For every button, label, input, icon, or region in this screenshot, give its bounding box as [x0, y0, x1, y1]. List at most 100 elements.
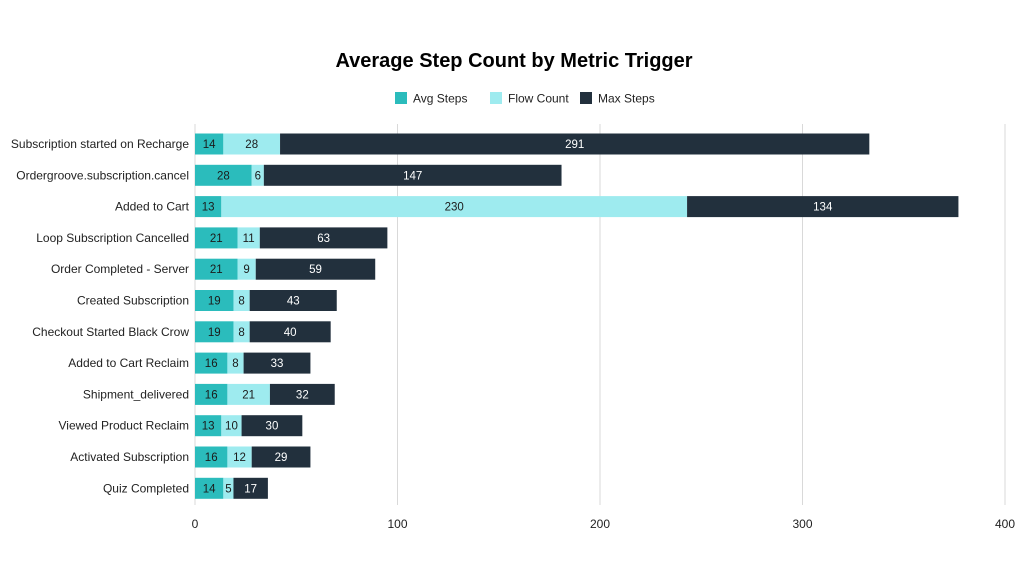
- legend-item-avg-steps: Avg Steps: [395, 92, 467, 106]
- bar-flow-count-subscription-started-on-recharge: [223, 133, 281, 155]
- category-label: Subscription started on Recharge: [11, 137, 189, 151]
- bar-flow-count-activated-subscription: [227, 446, 252, 468]
- category-label: Loop Subscription Cancelled: [36, 231, 189, 245]
- bar-avg-steps-added-to-cart-reclaim: [195, 352, 228, 374]
- data-label-max-steps: 59: [309, 264, 322, 276]
- category-label: Viewed Product Reclaim: [58, 419, 189, 433]
- data-label-max-steps: 17: [244, 483, 257, 495]
- bar-flow-count-added-to-cart: [221, 196, 688, 218]
- data-label-avg-steps: 21: [210, 233, 223, 245]
- legend-item-flow-count: Flow Count: [490, 92, 569, 106]
- data-label-avg-steps: 19: [208, 296, 221, 308]
- gridlines: [194, 124, 1006, 505]
- bar-max-steps-added-to-cart: [687, 196, 959, 218]
- bar-flow-count-checkout-started-black-crow: [233, 321, 250, 343]
- data-label-avg-steps: 14: [203, 483, 216, 495]
- data-label-max-steps: 33: [271, 358, 284, 370]
- bar-max-steps-shipment-delivered: [269, 383, 335, 405]
- data-label-max-steps: 32: [296, 389, 309, 401]
- data-label-flow-count: 28: [245, 139, 258, 151]
- bar-max-steps-ordergroove-subscription-cancel: [263, 164, 562, 186]
- data-label-flow-count: 8: [238, 296, 244, 308]
- x-tick-label: 400: [995, 517, 1015, 531]
- x-tick-label: 0: [192, 517, 199, 531]
- category-label: Order Completed - Server: [51, 262, 189, 276]
- bar-max-steps-subscription-started-on-recharge: [280, 133, 870, 155]
- bar-flow-count-added-to-cart-reclaim: [227, 352, 244, 374]
- legend-swatch: [580, 92, 592, 104]
- category-label: Created Subscription: [77, 294, 189, 308]
- data-label-max-steps: 29: [275, 452, 288, 464]
- category-label: Quiz Completed: [103, 481, 189, 495]
- data-label-max-steps: 63: [317, 233, 330, 245]
- data-label-flow-count: 10: [225, 421, 238, 433]
- data-label-flow-count: 8: [238, 327, 244, 339]
- bar-flow-count-created-subscription: [233, 290, 250, 311]
- x-tick-label: 300: [792, 517, 812, 531]
- bar-avg-steps-ordergroove-subscription-cancel: [195, 164, 252, 186]
- data-label-max-steps: 291: [565, 139, 584, 151]
- bar-max-steps-created-subscription: [249, 290, 337, 311]
- category-label: Ordergroove.subscription.cancel: [16, 168, 189, 182]
- bar-avg-steps-shipment-delivered: [195, 383, 228, 405]
- x-axis: 0 100 200 300 400: [192, 517, 1016, 531]
- legend-swatch: [395, 92, 407, 104]
- bar-flow-count-ordergroove-subscription-cancel: [251, 164, 264, 186]
- bar-avg-steps-quiz-completed: [195, 477, 224, 499]
- data-label-max-steps: 134: [813, 202, 833, 214]
- x-tick-label: 100: [387, 517, 407, 531]
- bar-flow-count-shipment-delivered: [227, 383, 270, 405]
- bar-max-steps-quiz-completed: [233, 477, 268, 499]
- chart-title: Average Step Count by Metric Trigger: [335, 50, 692, 72]
- bar-max-steps-activated-subscription: [251, 446, 311, 468]
- data-label-max-steps: 43: [287, 296, 300, 308]
- data-label-flow-count: 6: [255, 170, 261, 182]
- data-label-flow-count: 8: [232, 358, 238, 370]
- bar-avg-steps-added-to-cart: [195, 196, 222, 218]
- bar-flow-count-viewed-product-reclaim: [221, 415, 242, 437]
- legend-label: Flow Count: [508, 92, 569, 106]
- data-label-avg-steps: 13: [202, 421, 215, 433]
- legend-label: Max Steps: [598, 92, 655, 106]
- data-label-flow-count: 230: [445, 202, 464, 214]
- legend: Avg Steps Flow Count Max Steps: [395, 92, 655, 106]
- data-label-avg-steps: 16: [205, 389, 218, 401]
- bar-avg-steps-activated-subscription: [195, 446, 228, 468]
- bar-max-steps-order-completed-server: [255, 258, 376, 280]
- category-labels: Subscription started on Recharge Ordergro…: [11, 137, 190, 495]
- data-label-avg-steps: 28: [217, 170, 230, 182]
- legend-swatch: [490, 92, 502, 104]
- category-label: Added to Cart Reclaim: [68, 356, 189, 370]
- bar-flow-count-order-completed-server: [237, 258, 256, 280]
- bar-avg-steps-created-subscription: [195, 290, 234, 311]
- data-label-flow-count: 9: [243, 264, 249, 276]
- bar-avg-steps-subscription-started-on-recharge: [195, 133, 224, 155]
- data-label-avg-steps: 21: [210, 264, 223, 276]
- data-label-avg-steps: 16: [205, 358, 218, 370]
- data-label-flow-count: 12: [233, 452, 246, 464]
- category-label: Shipment_delivered: [83, 387, 189, 401]
- bar-flow-count-quiz-completed: [223, 477, 234, 499]
- bars: [195, 133, 959, 499]
- bar-max-steps-checkout-started-black-crow: [249, 321, 331, 343]
- data-label-max-steps: 147: [403, 170, 422, 182]
- legend-item-max-steps: Max Steps: [580, 92, 655, 106]
- data-label-max-steps: 30: [266, 421, 279, 433]
- data-label-avg-steps: 13: [202, 202, 215, 214]
- data-label-avg-steps: 14: [203, 139, 216, 151]
- bar-avg-steps-checkout-started-black-crow: [195, 321, 234, 343]
- category-label: Checkout Started Black Crow: [32, 325, 189, 339]
- data-label-flow-count: 5: [225, 483, 231, 495]
- data-label-flow-count: 21: [242, 389, 255, 401]
- bar-avg-steps-viewed-product-reclaim: [195, 415, 222, 437]
- bar-max-steps-loop-subscription-cancelled: [259, 227, 388, 249]
- bar-avg-steps-order-completed-server: [195, 258, 238, 280]
- data-label-max-steps: 40: [284, 327, 297, 339]
- legend-label: Avg Steps: [413, 92, 467, 106]
- bar-max-steps-added-to-cart-reclaim: [243, 352, 311, 374]
- category-label: Added to Cart: [115, 200, 190, 214]
- data-label-flow-count: 11: [243, 233, 255, 245]
- category-label: Activated Subscription: [70, 450, 189, 464]
- data-label-avg-steps: 19: [208, 327, 221, 339]
